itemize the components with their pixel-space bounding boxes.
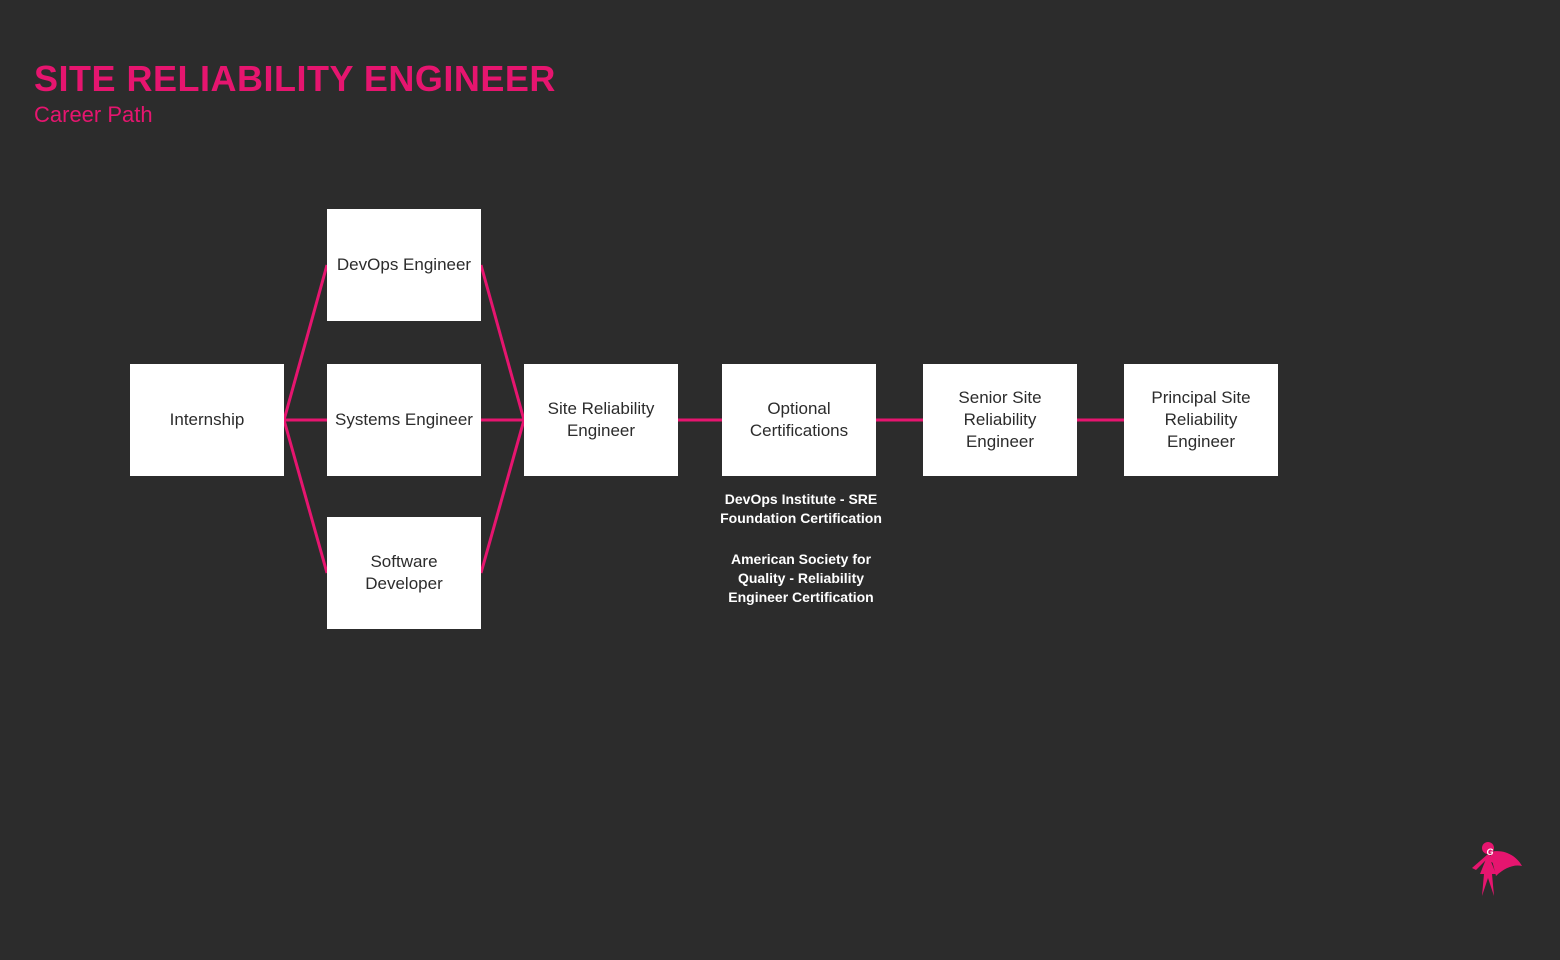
flowchart-edge xyxy=(481,265,524,420)
flowchart-edge xyxy=(284,420,327,573)
brand-logo: G xyxy=(1460,838,1524,902)
flowchart-node-certs: Optional Certifications xyxy=(722,364,876,476)
logo-letter: G xyxy=(1486,847,1493,857)
flowchart-node-internship: Internship xyxy=(130,364,284,476)
flowchart-node-senior: Senior Site Reliability Engineer xyxy=(923,364,1077,476)
page-title: SITE RELIABILITY ENGINEER xyxy=(34,58,556,100)
flowchart-edge xyxy=(284,265,327,420)
certification-note-1: American Society for Quality - Reliabili… xyxy=(720,550,882,607)
certification-note-0: DevOps Institute - SRE Foundation Certif… xyxy=(720,490,882,528)
flowchart-node-software: Software Developer xyxy=(327,517,481,629)
flowchart-edge xyxy=(481,420,524,573)
flowchart-edges xyxy=(0,0,1560,960)
flowchart-node-devops: DevOps Engineer xyxy=(327,209,481,321)
flowchart-node-systems: Systems Engineer xyxy=(327,364,481,476)
flowchart-node-sre: Site Reliability Engineer xyxy=(524,364,678,476)
superhero-icon: G xyxy=(1460,838,1524,902)
flowchart-node-principal: Principal Site Reliability Engineer xyxy=(1124,364,1278,476)
page-subtitle: Career Path xyxy=(34,102,153,128)
diagram-canvas: SITE RELIABILITY ENGINEER Career Path G … xyxy=(0,0,1560,960)
